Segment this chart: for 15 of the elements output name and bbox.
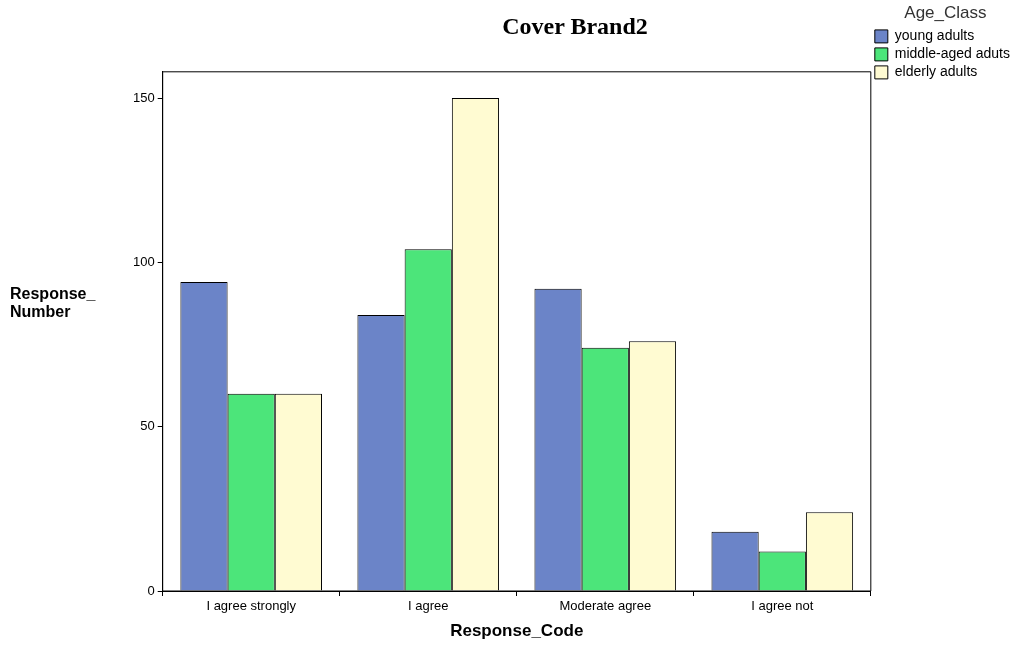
y-tick-label: 0 [147, 582, 155, 598]
x-tick-label: I agree strongly [206, 598, 297, 614]
x-axis-title: Response_Code [450, 621, 584, 641]
legend-title: Age_Class [904, 3, 987, 23]
x-tick-label: Moderate agree [559, 598, 652, 614]
y-tick-label: 100 [132, 253, 155, 269]
legend-label: young adults [894, 27, 975, 44]
y-axis-title: Response_ Number [10, 285, 97, 321]
legend-label: elderly adults [894, 63, 978, 80]
x-tick-label: I agree not [751, 598, 814, 614]
chart-title: Cover Brand2 [502, 12, 648, 39]
y-tick-label: 50 [140, 418, 155, 434]
y-tick-label: 150 [132, 89, 155, 105]
x-tick-label: I agree [407, 598, 449, 614]
legend-label: middle-aged aduts [894, 45, 1010, 62]
